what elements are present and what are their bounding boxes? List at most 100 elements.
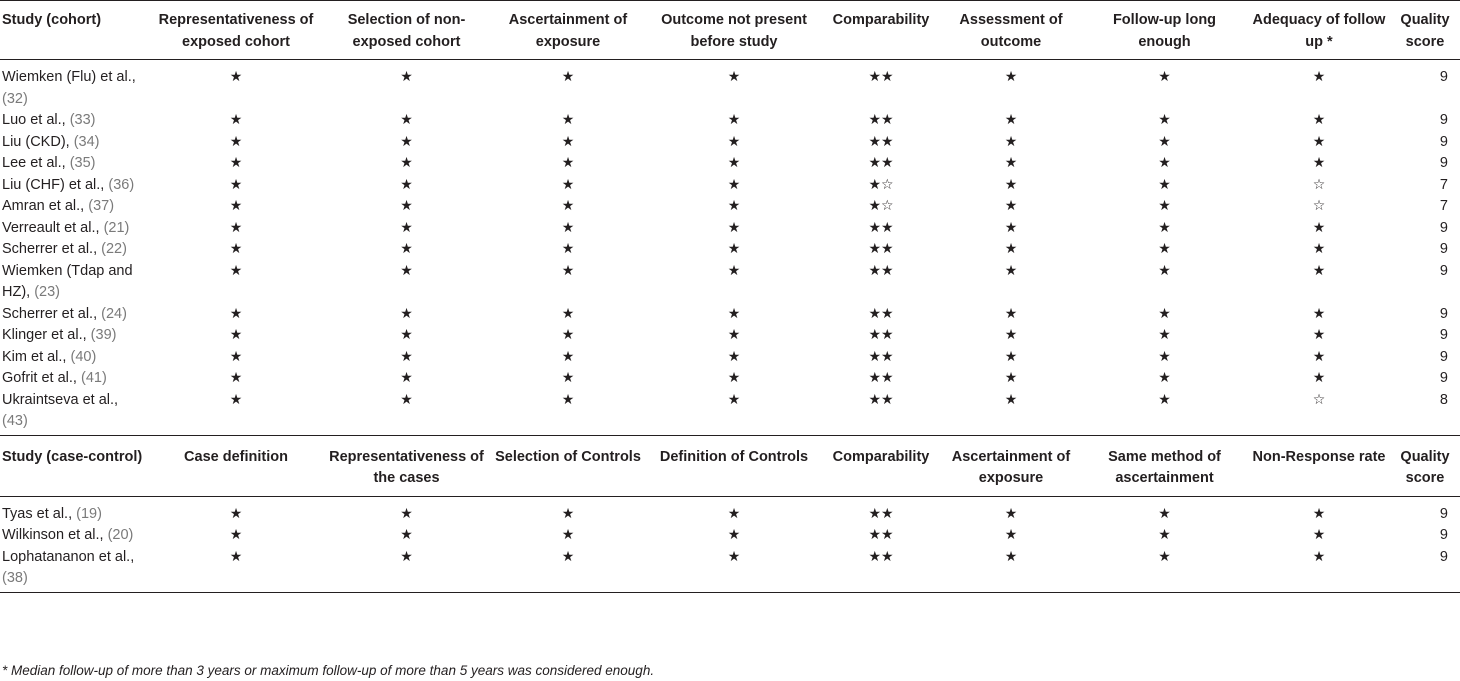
rating-cell: ★ — [148, 60, 324, 111]
quality-score: 9 — [1439, 155, 1448, 171]
star-rating-icon: ★ — [1004, 327, 1018, 343]
rating-cell: ★ — [148, 175, 324, 197]
study-cell: Gofrit et al., (41) — [0, 368, 148, 390]
study-cell: Verreault et al., (21) — [0, 218, 148, 240]
star-rating-icon: ★ — [229, 262, 243, 279]
rating-cell: ★ — [324, 389, 489, 436]
rating-cell: ★ — [324, 153, 489, 175]
rating-cell: ★ — [324, 196, 489, 218]
rating-cell: ★ — [647, 110, 821, 132]
reference-link[interactable]: (38) — [2, 570, 28, 586]
rating-cell: ★ — [1248, 368, 1390, 390]
star-rating-icon: ★ — [400, 69, 413, 85]
rating-cell: ★ — [1248, 153, 1390, 175]
reference-link[interactable]: (34) — [73, 133, 100, 150]
column-header: Study (case-control) — [0, 434, 148, 497]
rating-cell: ★ — [148, 239, 324, 261]
rating-cell: ★ — [148, 261, 324, 304]
table-row: Liu (CHF) et al., (36) ★ ★ ★ ★ ★☆ ★ ★ ☆ 7 — [0, 175, 1460, 197]
quality-score: 9 — [1439, 69, 1448, 85]
reference-link[interactable]: (35) — [69, 155, 96, 171]
star-rating-icon: ★ — [1312, 262, 1326, 279]
rating-cell: ★ — [941, 60, 1081, 111]
star-rating-icon: ★ — [561, 527, 575, 543]
star-rating-icon: ★ — [1158, 527, 1171, 543]
rating-cell: ★ — [941, 496, 1081, 525]
rating-cell: ★ — [941, 325, 1081, 347]
reference-link[interactable]: (23) — [34, 284, 61, 300]
column-header: Case definition — [148, 434, 324, 497]
rating-cell: ★ — [941, 347, 1081, 369]
table-row: Wiemken (Tdap and HZ), (23) ★ ★ ★ ★ ★★ ★ ★ ★ 9 — [0, 261, 1460, 304]
rating-cell: ★ — [489, 261, 647, 304]
study-name: Wilkinson et al., — [2, 527, 108, 543]
reference-link[interactable]: (24) — [101, 305, 127, 322]
rating-cell: ★ — [324, 218, 489, 240]
reference-link[interactable]: (20) — [107, 527, 134, 543]
reference-link[interactable]: (33) — [69, 112, 96, 128]
rating-cell: ★★ — [821, 60, 941, 111]
star-rating-icon: ★ — [561, 505, 575, 522]
rating-cell: ★ — [324, 261, 489, 304]
reference-link[interactable]: (37) — [88, 198, 115, 214]
star-rating-icon: ★★ — [868, 327, 894, 343]
rating-cell: ★ — [1081, 496, 1248, 525]
study-cell: Ukraintseva et al., (43) — [0, 389, 148, 436]
star-rating-icon: ★★ — [868, 370, 894, 386]
study-cell: Liu (CKD), (34) — [0, 132, 148, 154]
star-rating-icon: ★ — [229, 155, 243, 171]
table-row: Gofrit et al., (41) ★ ★ ★ ★ ★★ ★ ★ ★ 9 — [0, 368, 1460, 390]
rating-cell: ★ — [647, 60, 821, 111]
column-header: Outcome not present before study — [647, 0, 821, 60]
star-rating-icon: ★ — [727, 155, 741, 171]
column-header: Ascertainment of exposure — [489, 0, 647, 60]
star-rating-icon: ★ — [1158, 133, 1171, 150]
star-rating-icon: ★ — [1158, 262, 1171, 279]
star-rating-icon: ★ — [229, 176, 243, 193]
rating-cell: ★ — [489, 368, 647, 390]
rating-cell: ★ — [1081, 218, 1248, 240]
reference-link[interactable]: (21) — [103, 219, 130, 236]
quality-score: 9 — [1390, 546, 1460, 593]
study-name: Liu (CHF) et al., — [2, 176, 109, 193]
rating-cell: ☆ — [1248, 175, 1390, 197]
rating-cell: ★★ — [821, 546, 941, 593]
reference-link[interactable]: (19) — [76, 505, 102, 522]
reference-link[interactable]: (41) — [80, 370, 107, 386]
star-rating-icon: ★ — [561, 348, 575, 365]
reference-link[interactable]: (39) — [90, 327, 117, 343]
case-control-body: Tyas et al., (19) ★ ★ ★ ★ ★★ ★ ★ ★ 9 Wilkinson et … — [0, 496, 1460, 593]
rating-cell: ★ — [1081, 153, 1248, 175]
star-rating-icon: ★ — [1004, 548, 1018, 565]
study-cell: Wiemken (Tdap and HZ), (23) — [0, 261, 148, 304]
reference-link[interactable]: (36) — [108, 176, 135, 193]
study-name: Wiemken (Flu) et al., — [2, 69, 136, 85]
study-name: Lee et al., — [2, 155, 70, 171]
star-rating-icon: ★ — [1312, 112, 1326, 128]
quality-score: 9 — [1439, 262, 1448, 279]
quality-score: 9 — [1439, 527, 1448, 543]
reference-link[interactable]: (43) — [2, 413, 28, 429]
quality-score: 7 — [1439, 198, 1448, 214]
star-rating-icon: ★ — [1158, 219, 1171, 236]
reference-link[interactable]: (22) — [101, 241, 127, 257]
study-cell: Liu (CHF) et al., (36) — [0, 175, 148, 197]
star-rating-icon: ★ — [561, 241, 575, 257]
quality-score: 9 — [1439, 112, 1448, 128]
study-name: Liu (CKD), — [2, 133, 74, 150]
star-rating-icon: ★ — [727, 348, 741, 365]
rating-cell: ★ — [148, 368, 324, 390]
star-rating-icon: ★ — [561, 305, 575, 322]
star-rating-icon: ★ — [1312, 155, 1326, 171]
quality-assessment-table: Study (cohort) Representativeness of exp… — [0, 0, 1460, 593]
rating-cell: ★ — [1081, 368, 1248, 390]
rating-cell: ★ — [1248, 218, 1390, 240]
rating-cell: ★★ — [821, 347, 941, 369]
rating-cell: ★ — [941, 368, 1081, 390]
reference-link[interactable]: (40) — [70, 348, 97, 365]
reference-link[interactable]: (32) — [2, 90, 28, 107]
table-row: Tyas et al., (19) ★ ★ ★ ★ ★★ ★ ★ ★ 9 — [0, 496, 1460, 525]
rating-cell: ★ — [148, 525, 324, 547]
star-rating-icon: ★ — [1158, 241, 1171, 257]
rating-cell: ★ — [324, 304, 489, 326]
